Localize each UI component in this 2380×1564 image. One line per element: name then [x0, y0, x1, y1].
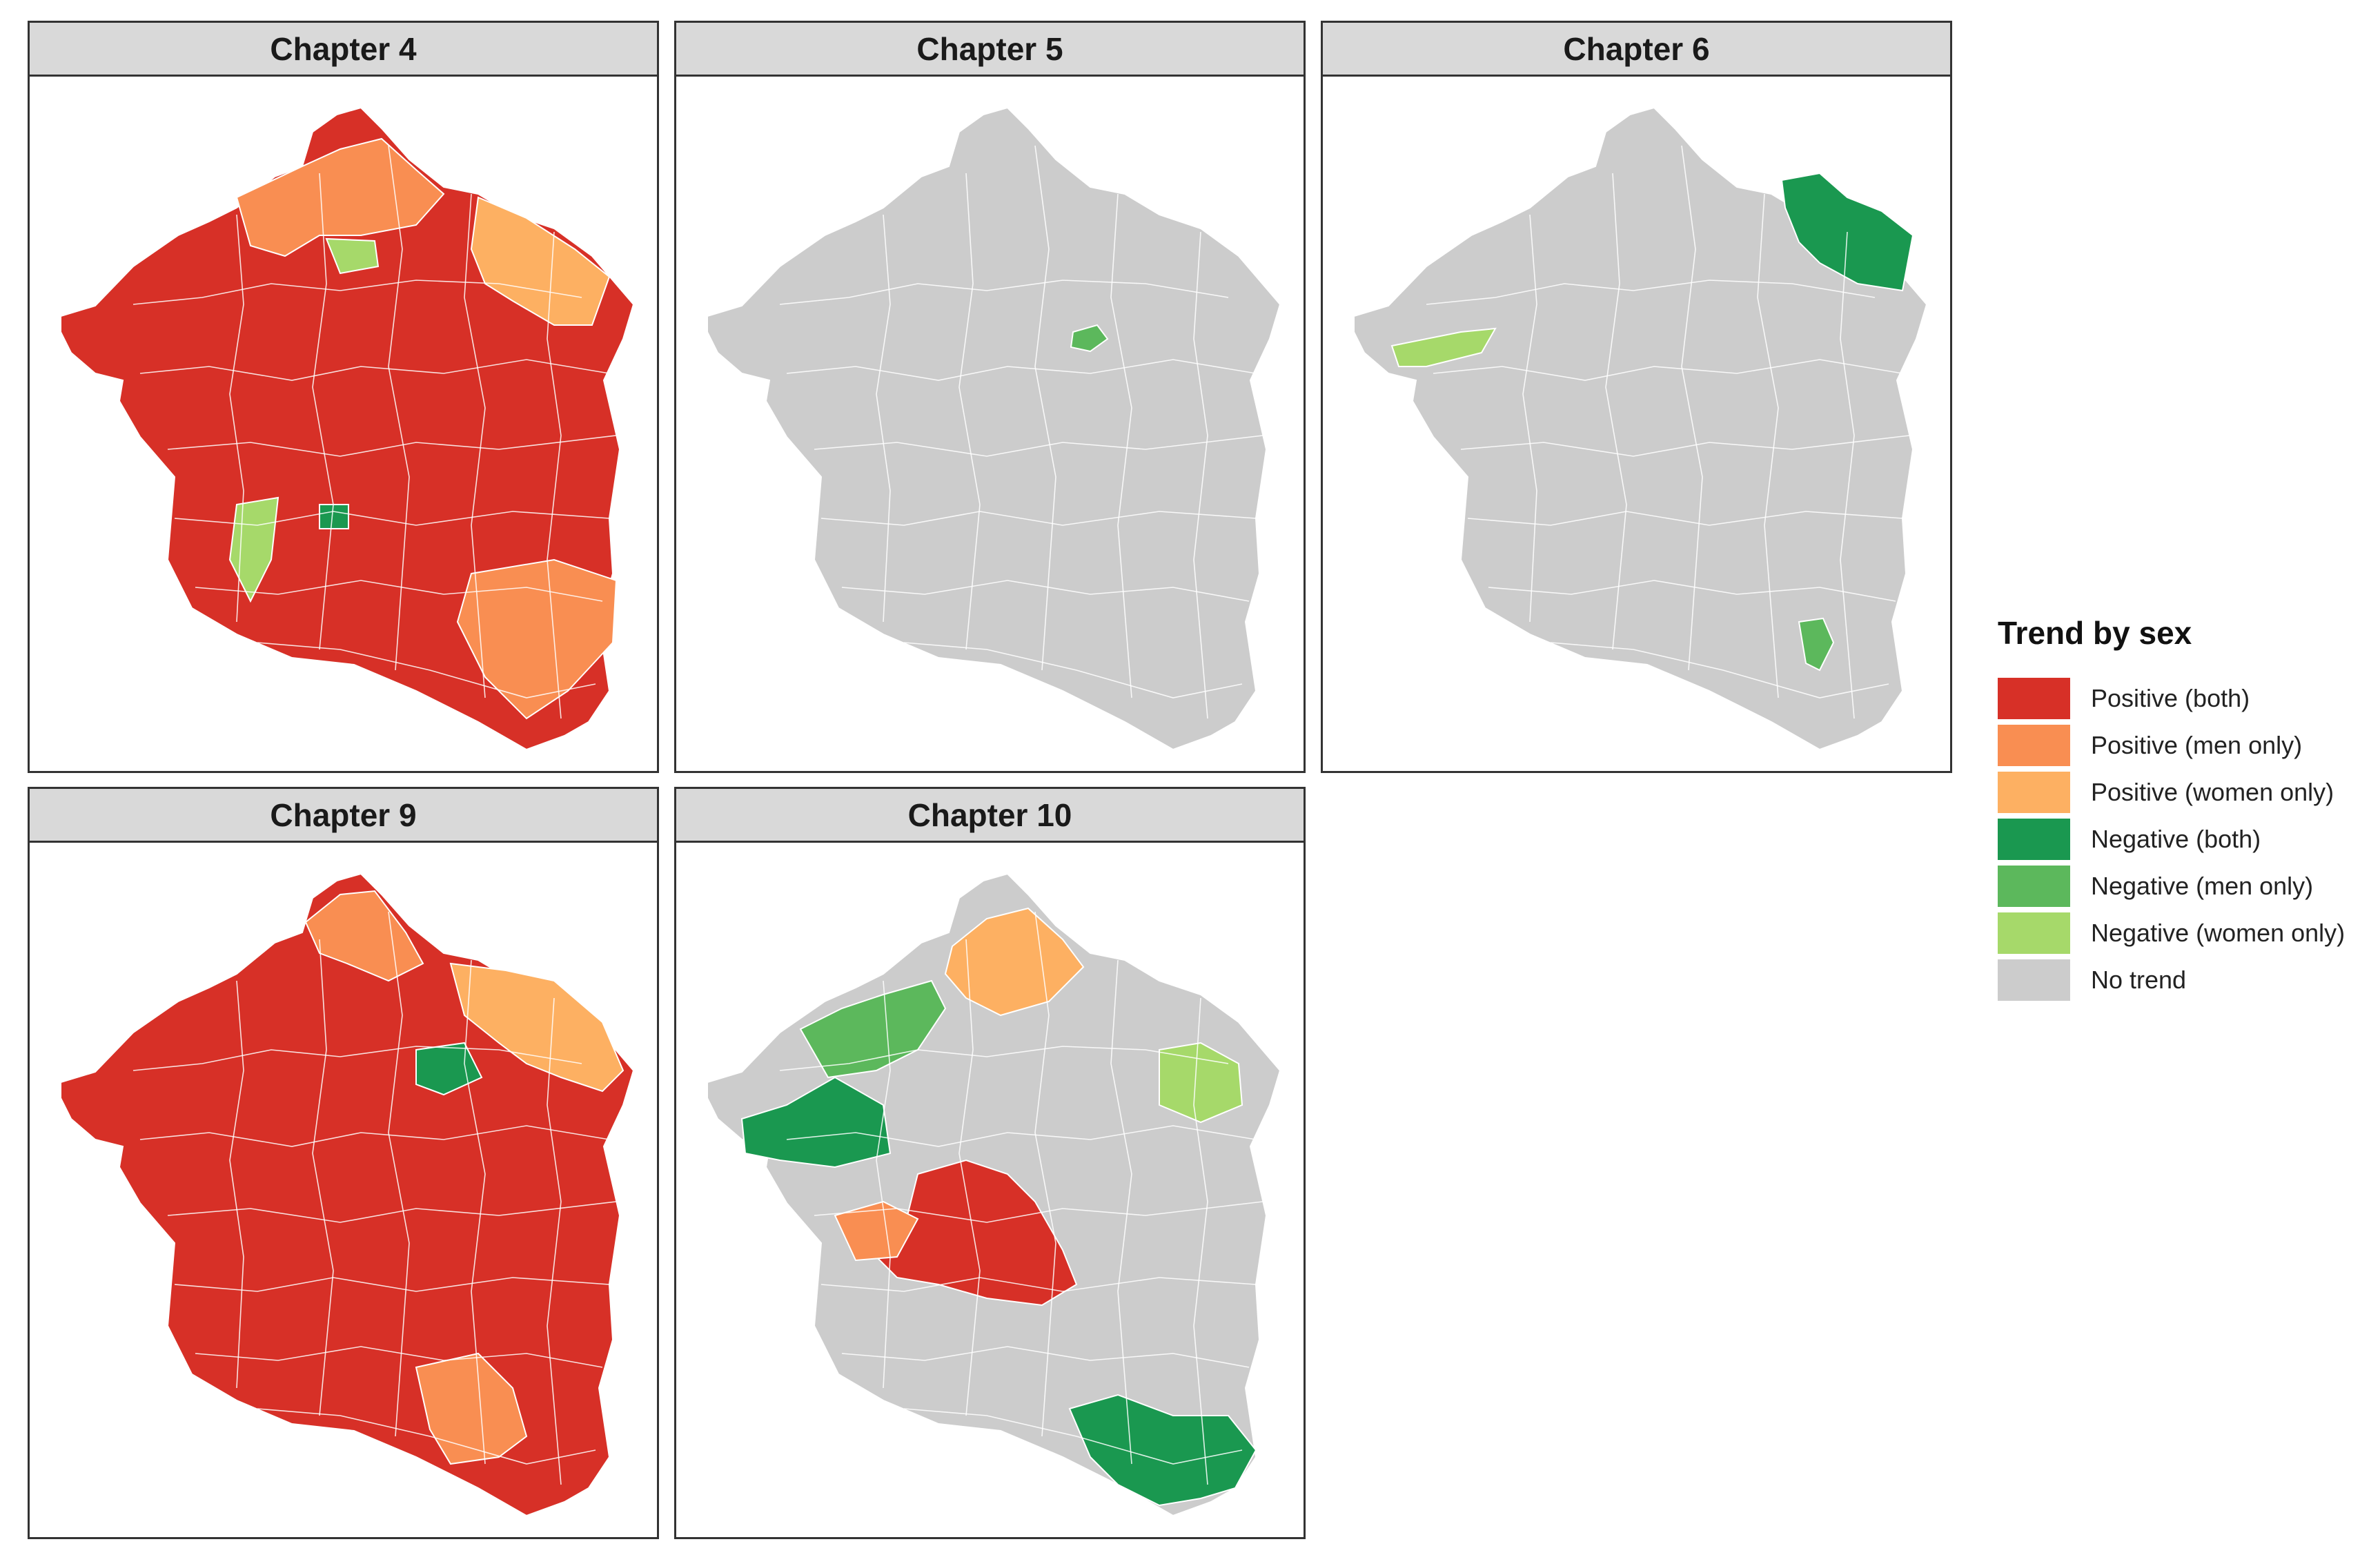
- district-patch: [1390, 327, 1497, 367]
- legend-item-negative-both: Negative (both): [1998, 816, 2345, 863]
- district-borders: [132, 911, 617, 1485]
- legend-label: Negative (women only): [2091, 919, 2345, 947]
- legend-label: Negative (men only): [2091, 872, 2314, 900]
- district-patch: [740, 1076, 892, 1169]
- district-patch: [319, 504, 349, 529]
- district-patch: [325, 237, 380, 275]
- panel-title: Chapter 9: [30, 789, 657, 843]
- map-chapter-10: [707, 872, 1281, 1517]
- map-chapter-6: [1353, 106, 1928, 751]
- district-patch: [1068, 1394, 1257, 1507]
- legend-swatch: [1998, 678, 2070, 719]
- district-borders: [132, 145, 617, 719]
- district-borders: [779, 911, 1263, 1485]
- region-outline: [707, 106, 1281, 751]
- legend-label: Positive (both): [2091, 684, 2250, 712]
- district-patch: [449, 962, 624, 1093]
- legend-title: Trend by sex: [1998, 615, 2192, 651]
- legend-swatch: [1998, 725, 2070, 766]
- map-panel-chapter-6: Chapter 6: [1321, 21, 1952, 773]
- legend-label: Positive (men only): [2091, 731, 2303, 759]
- legend-swatch: [1998, 819, 2070, 860]
- legend-item-positive-men: Positive (men only): [1998, 722, 2345, 769]
- district-patch: [944, 907, 1085, 1017]
- district-patch: [415, 1352, 528, 1465]
- legend-swatch: [1998, 772, 2070, 813]
- map-chapter-4: [60, 106, 635, 751]
- legend-item-no-trend: No trend: [1998, 957, 2345, 1004]
- map-chapter-5: [707, 106, 1281, 751]
- legend-item-negative-men: Negative (men only): [1998, 863, 2345, 910]
- legend-label: Positive (women only): [2091, 778, 2334, 806]
- legend-label: No trend: [2091, 966, 2187, 994]
- region-outline: [1353, 106, 1928, 751]
- map-chapter-9: [60, 872, 635, 1517]
- district-patch: [456, 558, 618, 720]
- district-patch: [470, 196, 611, 326]
- legend-item-positive-both: Positive (both): [1998, 675, 2345, 722]
- legend-swatch: [1998, 866, 2070, 907]
- panel-title: Chapter 5: [676, 23, 1304, 77]
- legend-swatch: [1998, 912, 2070, 954]
- panel-title: Chapter 6: [1323, 23, 1950, 77]
- legend-item-negative-women: Negative (women only): [1998, 910, 2345, 957]
- legend-label: Negative (both): [2091, 825, 2261, 853]
- district-patch: [1070, 324, 1109, 353]
- district-patch: [834, 1200, 919, 1262]
- panel-title: Chapter 10: [676, 789, 1304, 843]
- map-panel-chapter-5: Chapter 5: [674, 21, 1306, 773]
- map-panel-chapter-10: Chapter 10: [674, 787, 1306, 1539]
- district-borders: [1426, 145, 1910, 719]
- map-panel-chapter-4: Chapter 4: [28, 21, 659, 773]
- district-patch: [304, 890, 424, 982]
- map-legend: Trend by sex Positive (both) Positive (m…: [1998, 614, 2345, 1004]
- region-outline: [60, 872, 635, 1517]
- legend-item-positive-women: Positive (women only): [1998, 769, 2345, 816]
- district-patch: [1798, 617, 1835, 672]
- district-patch: [799, 979, 947, 1079]
- map-panel-chapter-9: Chapter 9: [28, 787, 659, 1539]
- district-borders: [779, 145, 1263, 719]
- legend-swatch: [1998, 959, 2070, 1001]
- panel-title: Chapter 4: [30, 23, 657, 77]
